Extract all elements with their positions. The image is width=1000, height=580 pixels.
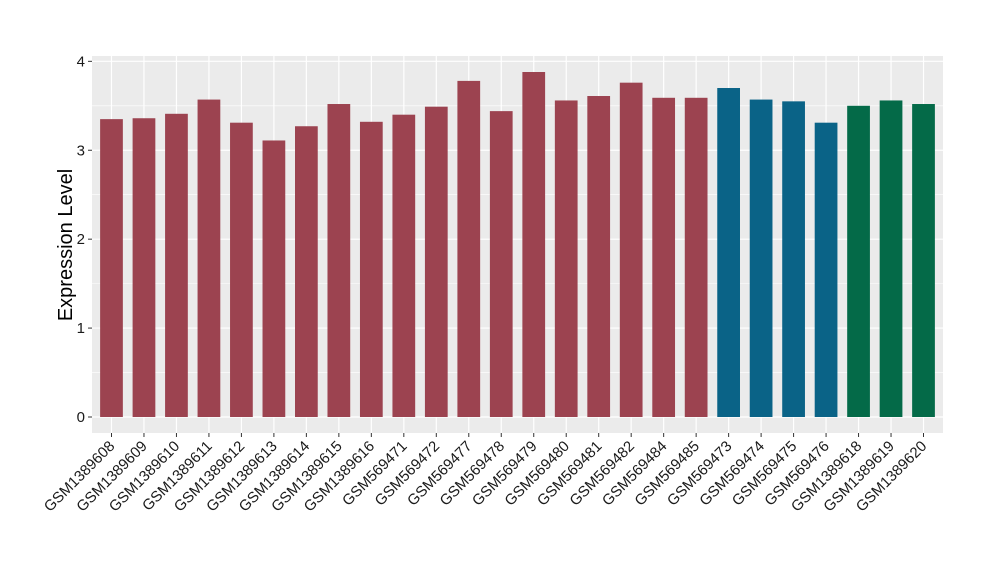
bar-GSM1389614 xyxy=(295,126,318,417)
bar-GSM1389612 xyxy=(230,122,253,417)
y-tick-label: 3 xyxy=(77,142,85,159)
bar-GSM569481 xyxy=(587,96,611,417)
bar-GSM569472 xyxy=(424,106,448,417)
bar-GSM569471 xyxy=(392,114,416,417)
bar-GSM1389619 xyxy=(879,100,903,417)
y-axis: 0 1 2 3 4 xyxy=(77,53,92,426)
y-tick-label: 2 xyxy=(77,231,85,248)
bar-GSM569479 xyxy=(522,72,546,417)
y-tick-label: 4 xyxy=(77,53,85,70)
bar-GSM569482 xyxy=(619,82,643,417)
bar-GSM1389618 xyxy=(847,105,870,417)
bar-GSM1389608 xyxy=(100,119,123,417)
bar-GSM569473 xyxy=(717,88,740,417)
bar-GSM1389613 xyxy=(262,140,286,417)
bar-GSM569474 xyxy=(749,99,773,417)
y-tick-label: 0 xyxy=(77,409,85,426)
bar-GSM1389620 xyxy=(912,104,935,417)
bar-GSM1389610 xyxy=(165,113,188,417)
bar-GSM569484 xyxy=(652,97,676,417)
bar-GSM569480 xyxy=(554,100,578,417)
bar-series xyxy=(100,72,935,417)
bar-GSM569485 xyxy=(684,97,708,417)
bar-GSM569475 xyxy=(782,101,805,417)
y-tick-label: 1 xyxy=(77,320,85,337)
bar-GSM1389616 xyxy=(359,121,383,417)
bar-GSM1389615 xyxy=(327,104,351,417)
bar-GSM569476 xyxy=(814,122,838,417)
x-axis: GSM1389608GSM1389609GSM1389610GSM1389611… xyxy=(41,433,930,515)
y-axis-title: Expression Level xyxy=(55,169,77,321)
bar-GSM1389611 xyxy=(197,99,221,417)
bar-GSM569477 xyxy=(457,80,481,417)
bar-GSM569478 xyxy=(489,111,513,417)
bar-GSM1389609 xyxy=(132,118,156,417)
